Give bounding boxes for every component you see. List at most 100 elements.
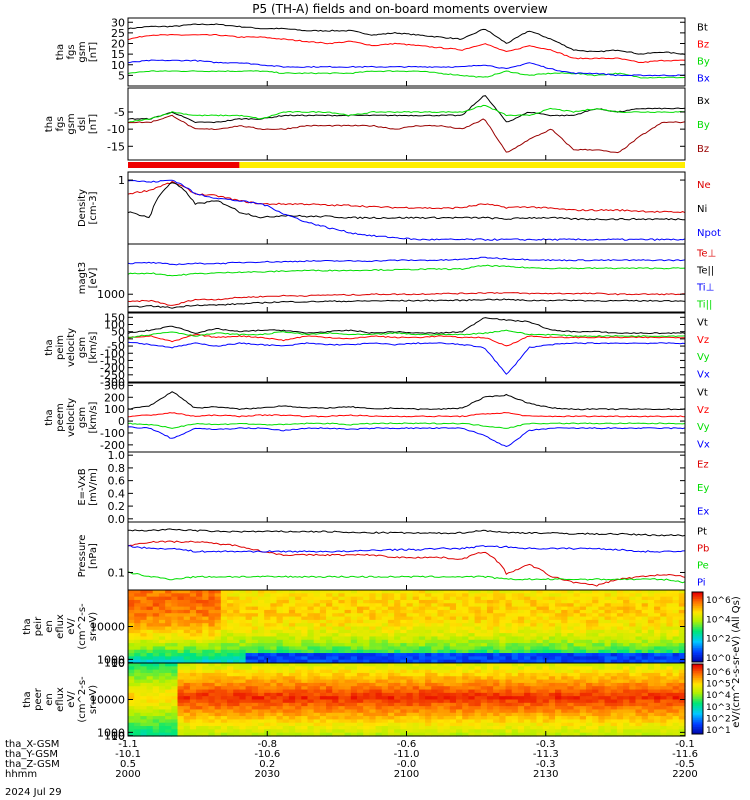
heat-cell [251, 590, 259, 594]
heat-cell [623, 702, 630, 707]
heat-cell [536, 726, 544, 730]
heat-cell [561, 599, 569, 604]
heat-cell [152, 696, 160, 701]
heat-cell [394, 699, 401, 704]
heat-cell [468, 686, 476, 691]
heat-cell [468, 669, 476, 674]
heat-cell [616, 702, 624, 707]
heat-cell [165, 633, 172, 638]
heat-cell [437, 706, 445, 711]
heat-cell [177, 699, 185, 704]
colorbar-cell [692, 692, 703, 695]
heat-cell [239, 709, 247, 714]
heat-cell [524, 666, 531, 671]
heat-cell [288, 729, 296, 734]
heat-cell [146, 633, 154, 638]
heat-cell [338, 729, 346, 734]
heat-cell [177, 692, 185, 697]
heat-cell [239, 649, 247, 654]
heat-cell [524, 653, 531, 657]
heat-cell [585, 599, 593, 604]
heat-cell [189, 722, 197, 727]
heat-cell [208, 686, 216, 691]
heat-cell [592, 726, 599, 730]
heat-cell [412, 729, 420, 734]
series-p4-Te|| [127, 298, 686, 309]
heat-cell [418, 590, 426, 594]
heat-cell [610, 729, 618, 734]
ylabel-p6-2: velocity [66, 398, 77, 437]
heat-cell [530, 596, 538, 601]
heat-cell [654, 702, 661, 707]
heat-cell [629, 593, 637, 598]
heat-cell [146, 656, 154, 661]
heat-cell [517, 709, 525, 714]
heat-cell [251, 649, 259, 654]
heat-cell [227, 639, 234, 644]
heat-cell [474, 722, 482, 727]
ytick-label: -5 [114, 106, 125, 119]
heat-cell [462, 596, 469, 601]
heat-cell [387, 616, 395, 621]
heat-cell [400, 659, 408, 664]
heat-cell [375, 596, 383, 601]
heat-cell [128, 672, 135, 677]
heat-cell [598, 702, 606, 707]
heat-cell [394, 596, 401, 601]
heat-cell [208, 659, 216, 664]
heat-cell [579, 663, 587, 667]
heat-cell [338, 606, 346, 611]
heat-cell [270, 712, 278, 717]
heat-cell [276, 706, 284, 711]
heat-cell [208, 709, 216, 714]
heat-cell [647, 722, 655, 727]
heat-cell [635, 603, 643, 608]
legend-p6-2: Vy [697, 422, 710, 433]
heat-cell [585, 656, 593, 661]
heat-cell [431, 712, 439, 717]
heat-cell [456, 702, 463, 707]
frame-p7 [127, 451, 686, 523]
heat-cell [227, 623, 234, 628]
heat-cell [610, 603, 618, 608]
heat-cell [171, 669, 179, 674]
heat-cell [443, 729, 451, 734]
heat-cell [189, 666, 197, 671]
heat-cell [585, 643, 593, 648]
heat-cell [654, 646, 661, 651]
heat-cell [165, 682, 172, 687]
heat-cell [561, 696, 569, 701]
heat-cell [635, 689, 643, 694]
heat-cell [239, 669, 247, 674]
heat-cell [288, 672, 296, 677]
heat-cell [425, 633, 432, 638]
heat-cell [672, 696, 680, 701]
heat-cell [301, 709, 309, 714]
heat-cell [350, 653, 358, 657]
heat-cell [369, 722, 377, 727]
heat-cell [505, 686, 513, 691]
orbit-value: 2030 [255, 769, 280, 780]
heat-cell [387, 653, 395, 657]
heat-cell [183, 712, 191, 717]
heat-cell [616, 712, 624, 717]
heat-cell [585, 709, 593, 714]
heat-cell [171, 629, 179, 634]
heat-cell [530, 616, 538, 621]
heat-cell [555, 639, 562, 644]
heat-cell [542, 609, 550, 614]
heat-cell [288, 732, 296, 737]
heat-cell [592, 626, 599, 631]
heat-cell [171, 663, 179, 667]
heat-cell [208, 706, 216, 711]
heat-cell [623, 679, 630, 684]
heat-cell [146, 712, 154, 717]
heat-cell [177, 719, 185, 724]
heat-cell [319, 656, 327, 661]
heat-cell [437, 593, 445, 598]
heat-cell [474, 663, 482, 667]
heat-cell [474, 726, 482, 730]
heat-cell [350, 616, 358, 621]
heat-cell [579, 646, 587, 651]
heat-cell [158, 590, 166, 594]
